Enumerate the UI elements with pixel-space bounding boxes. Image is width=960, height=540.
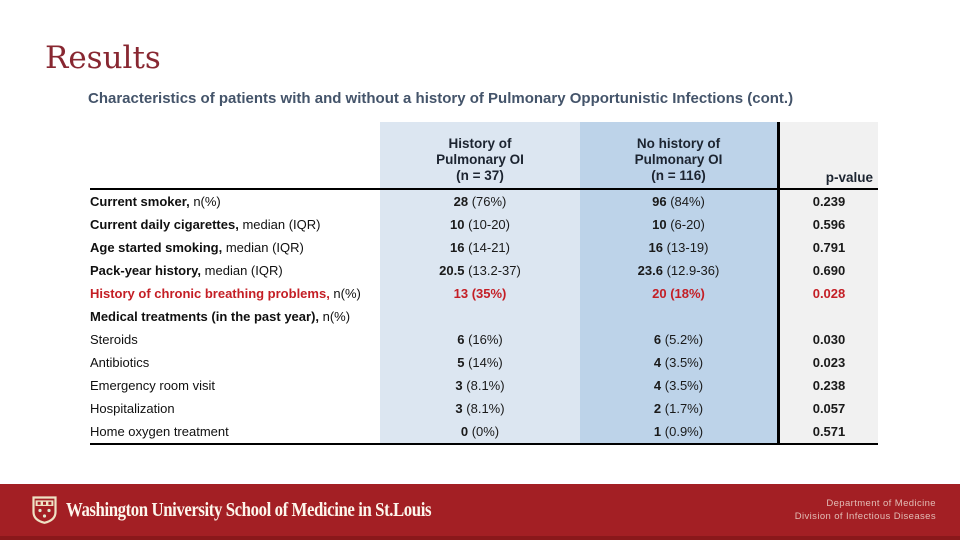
history-oi-value: 13 (35%)	[380, 282, 580, 305]
pvalue-cell: 0.023	[780, 351, 878, 374]
no-history-oi-value: 16 (13-19)	[580, 236, 777, 259]
row-label: Steroids	[90, 332, 138, 347]
table-divider-line	[777, 213, 780, 236]
history-oi-value: 20.5 (13.2-37)	[380, 259, 580, 282]
pvalue-cell: 0.030	[780, 328, 878, 351]
row-label: Age started smoking, median (IQR)	[90, 240, 304, 255]
table-header-history-oi: History of Pulmonary OI (n = 37)	[380, 122, 580, 188]
no-history-oi-value: 6 (5.2%)	[580, 328, 777, 351]
row-label: History of chronic breathing problems, n…	[90, 286, 361, 301]
table-divider-line	[777, 374, 780, 397]
no-history-oi-value: 96 (84%)	[580, 190, 777, 213]
table-header-no-history-oi: No history of Pulmonary OI (n = 116)	[580, 122, 777, 188]
table-divider-line	[777, 397, 780, 420]
pvalue-cell: 0.596	[780, 213, 878, 236]
history-oi-value: 6 (16%)	[380, 328, 580, 351]
table-divider-line	[777, 420, 780, 443]
table-row: History of chronic breathing problems, n…	[90, 282, 878, 305]
pvalue-cell: 0.791	[780, 236, 878, 259]
row-label: Medical treatments (in the past year), n…	[90, 309, 351, 324]
table-row: Current daily cigarettes, median (IQR) 10…	[90, 213, 878, 236]
table-row: Home oxygen treatment 0 (0%) 1 (0.9%) 0.571	[90, 420, 878, 443]
table-row: Emergency room visit 3 (8.1%) 4 (3.5%) 0.23…	[90, 374, 878, 397]
history-oi-value: 0 (0%)	[380, 420, 580, 443]
history-oi-value: 5 (14%)	[380, 351, 580, 374]
history-oi-value: 3 (8.1%)	[380, 374, 580, 397]
table-header-empty	[90, 122, 380, 188]
row-label: Pack-year history, median (IQR)	[90, 263, 283, 278]
no-history-oi-value: 10 (6-20)	[580, 213, 777, 236]
no-history-oi-value: 2 (1.7%)	[580, 397, 777, 420]
no-history-oi-value: 4 (3.5%)	[580, 351, 777, 374]
table-row: Age started smoking, median (IQR) 16 (14-…	[90, 236, 878, 259]
table-header-pvalue: p-value	[780, 122, 878, 188]
row-label: Current smoker, n(%)	[90, 194, 221, 209]
history-oi-value: 10 (10-20)	[380, 213, 580, 236]
table-divider-line	[777, 328, 780, 351]
pvalue-cell: 0.571	[780, 420, 878, 443]
table-divider-line	[777, 305, 780, 328]
history-oi-value: 28 (76%)	[380, 190, 580, 213]
footer-bar: Washington University School of Medicine…	[0, 484, 960, 540]
table-divider-line	[777, 236, 780, 259]
pvalue-cell: 0.057	[780, 397, 878, 420]
footer-department-info: Department of Medicine Division of Infec…	[795, 497, 936, 523]
table-divider-line	[777, 190, 780, 213]
table-header-row: History of Pulmonary OI (n = 37) No histor…	[90, 122, 878, 190]
no-history-oi-value: 1 (0.9%)	[580, 420, 777, 443]
pvalue-cell: 0.239	[780, 190, 878, 213]
history-oi-value	[380, 305, 580, 328]
table-row: Medical treatments (in the past year), n…	[90, 305, 878, 328]
slide-subtitle: Characteristics of patients with and wit…	[88, 90, 794, 107]
table-body: Current smoker, n(%) 28 (76%) 96 (84%) 0.23…	[90, 190, 878, 445]
row-label: Antibiotics	[90, 355, 150, 370]
table-row: Hospitalization 3 (8.1%) 2 (1.7%) 0.057	[90, 397, 878, 420]
results-table: History of Pulmonary OI (n = 37) No histor…	[90, 122, 878, 445]
row-label: Emergency room visit	[90, 378, 215, 393]
table-divider-line	[777, 282, 780, 305]
table-row: Pack-year history, median (IQR) 20.5 (13.…	[90, 259, 878, 282]
table-divider-line	[777, 351, 780, 374]
washu-wordmark: Washington University School of Medicine…	[66, 498, 432, 521]
no-history-oi-value: 23.6 (12.9-36)	[580, 259, 777, 282]
no-history-oi-value	[580, 305, 777, 328]
table-divider-line	[777, 122, 780, 188]
history-oi-value: 3 (8.1%)	[380, 397, 580, 420]
table-divider-line	[777, 259, 780, 282]
pvalue-cell: 0.238	[780, 374, 878, 397]
table-row: Antibiotics 5 (14%) 4 (3.5%) 0.023	[90, 351, 878, 374]
washu-shield-icon	[32, 496, 57, 524]
pvalue-cell: 0.028	[780, 282, 878, 305]
no-history-oi-value: 4 (3.5%)	[580, 374, 777, 397]
footer-division: Division of Infectious Diseases	[794, 511, 936, 522]
table-row: Current smoker, n(%) 28 (76%) 96 (84%) 0.23…	[90, 190, 878, 213]
row-label: Current daily cigarettes, median (IQR)	[90, 217, 321, 232]
pvalue-cell: 0.690	[780, 259, 878, 282]
page-title: Results	[45, 40, 161, 76]
row-label: Home oxygen treatment	[90, 424, 229, 439]
table-row: Steroids 6 (16%) 6 (5.2%) 0.030	[90, 328, 878, 351]
pvalue-cell	[780, 305, 878, 328]
no-history-oi-value: 20 (18%)	[580, 282, 777, 305]
footer-department: Department of Medicine	[826, 498, 936, 509]
history-oi-value: 16 (14-21)	[380, 236, 580, 259]
row-label: Hospitalization	[90, 401, 175, 416]
